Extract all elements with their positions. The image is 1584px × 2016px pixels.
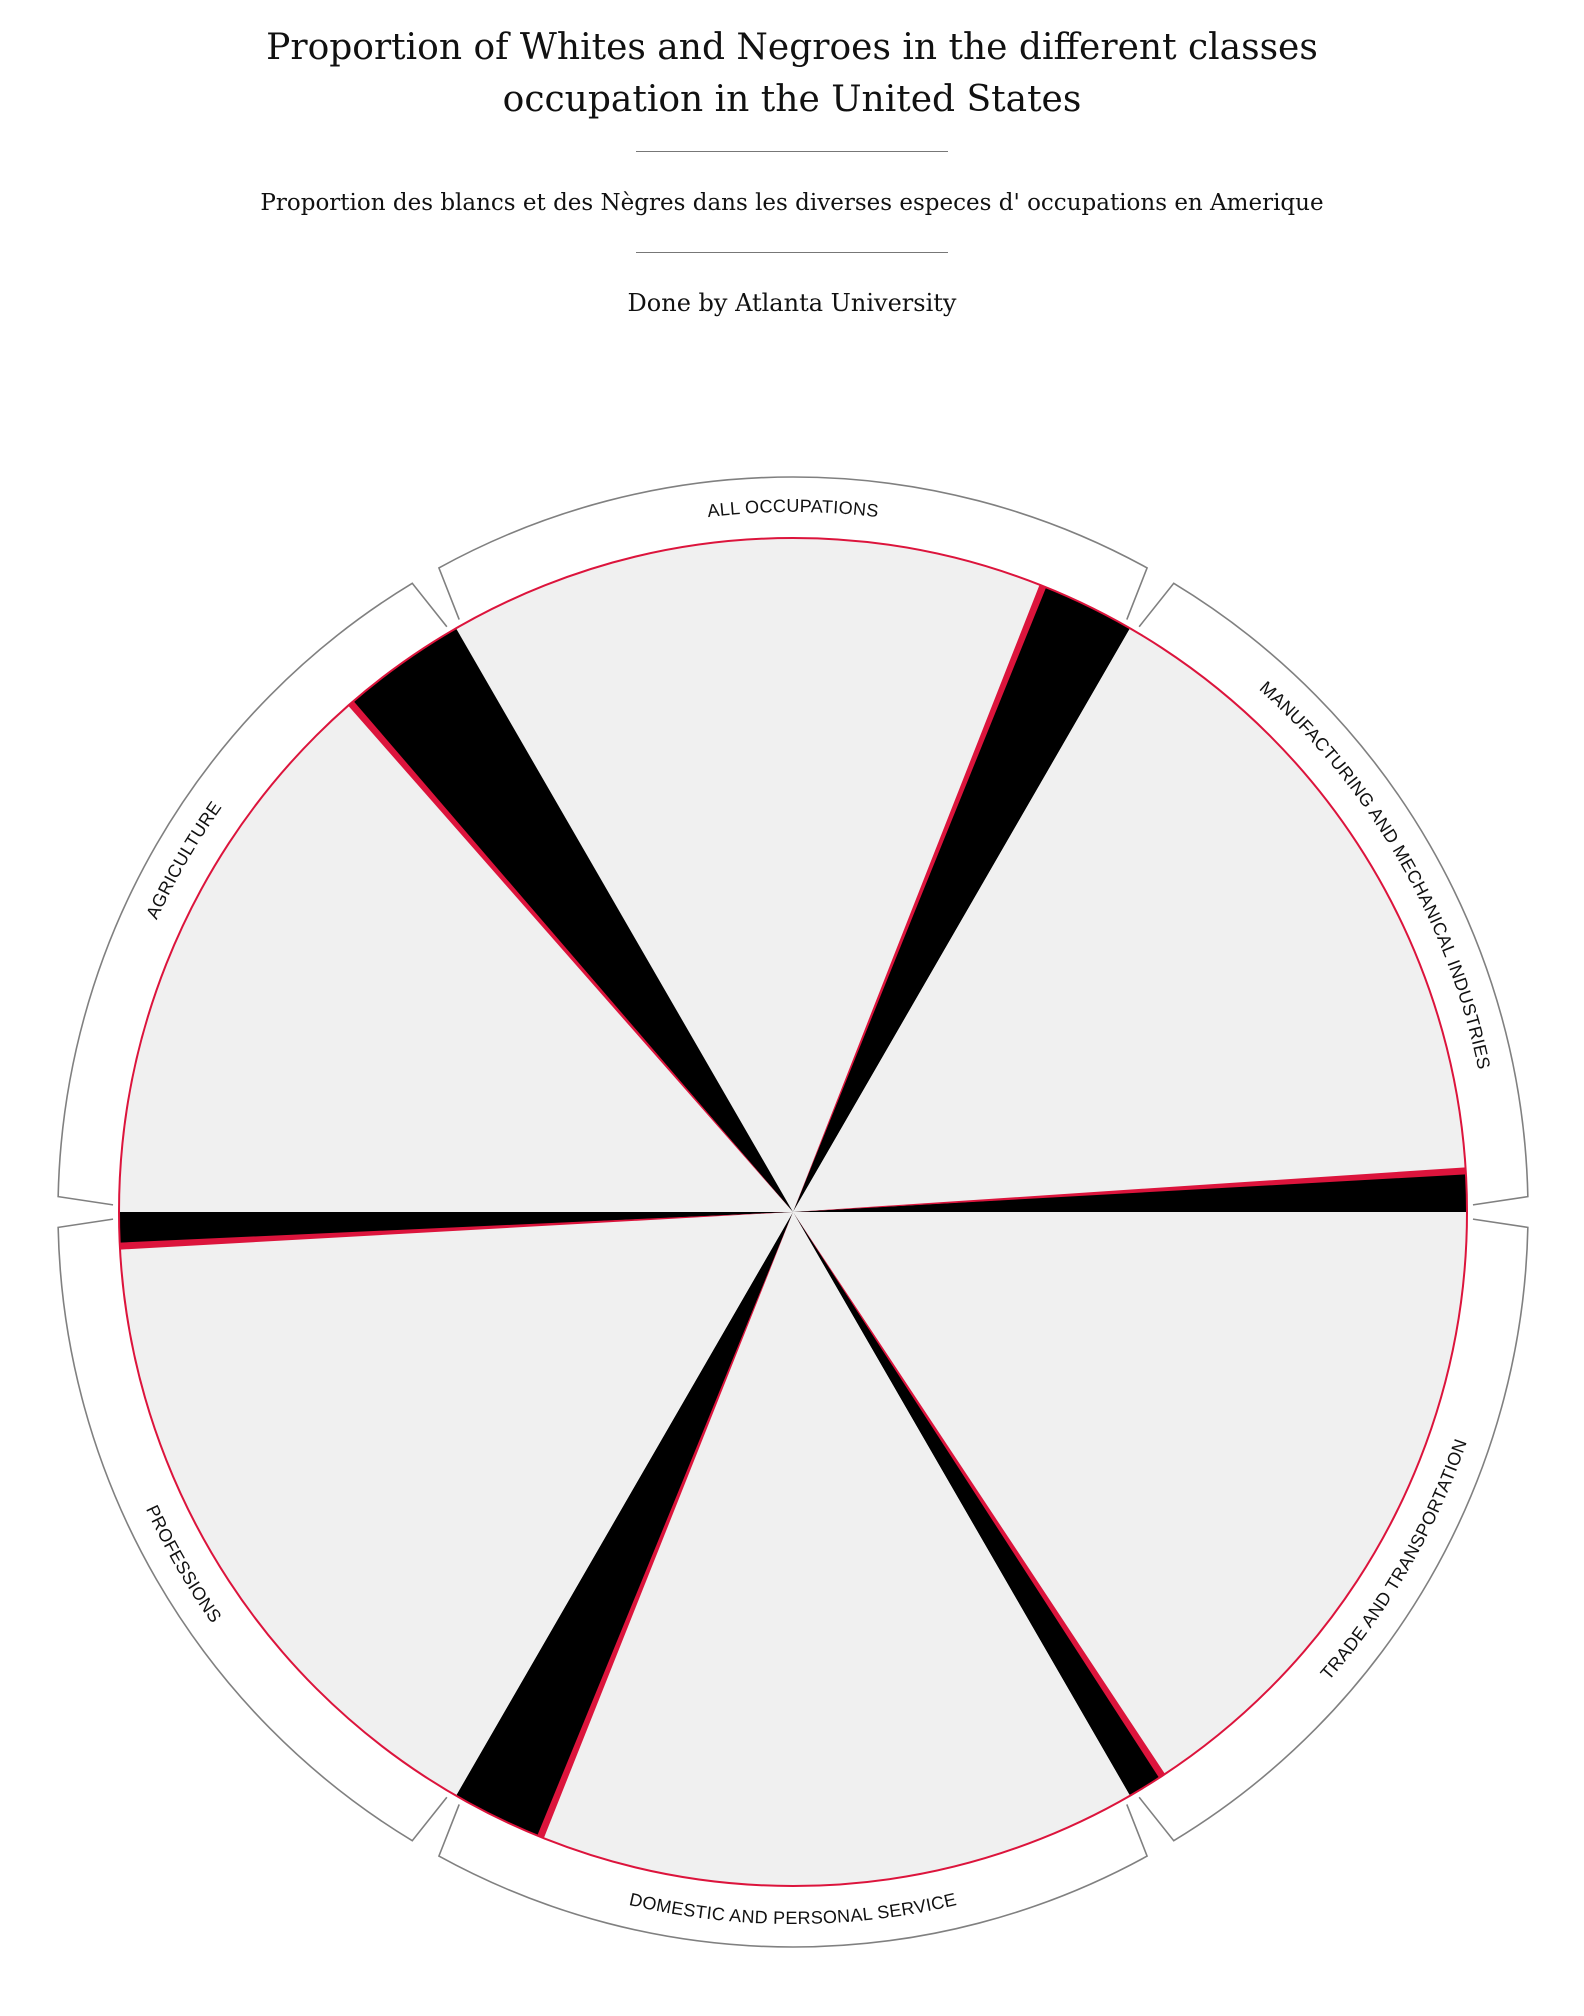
wedge-white-agriculture — [119, 701, 793, 1212]
bracket-domestic-and-personal-service — [437, 1804, 1149, 1948]
bracket-manufacturing-and-mechanical-industries — [1138, 582, 1529, 1206]
page-title: Proportion of Whites and Negroes in the … — [266, 27, 1318, 120]
wedge-white-trade-and-transportation — [793, 1212, 1467, 1778]
bracket-all-occupations — [437, 476, 1149, 620]
subtitle-divider — [636, 252, 948, 253]
wedge-accent-professions — [119, 1212, 793, 1250]
wedge-white-domestic-and-personal-service — [538, 1212, 1130, 1887]
wedge-accent-trade-and-transportation — [793, 1212, 1166, 1778]
label-domestic-and-personal-service: DOMESTIC AND PERSONAL SERVICE — [628, 1889, 959, 1928]
wedge-negro-trade-and-transportation — [793, 1212, 1161, 1796]
wedge-negro-all-occupations — [793, 586, 1130, 1212]
chart-outline — [118, 537, 1468, 1887]
chart-brackets — [57, 476, 1529, 1948]
wedge-white-professions — [119, 1212, 793, 1796]
subtitle: Proportion des blancs et des Nègres dans… — [260, 190, 1324, 216]
wedge-accent-domestic-and-personal-service — [537, 1212, 793, 1839]
label-all-occupations: ALL OCCUPATIONS — [706, 496, 880, 521]
wedge-accent-agriculture — [348, 701, 793, 1212]
wedge-white-all-occupations — [456, 537, 1046, 1212]
title-divider — [636, 151, 948, 152]
wedge-negro-domestic-and-personal-service — [456, 1212, 793, 1837]
wedge-white-manufacturing-and-mechanical-industries — [793, 628, 1466, 1212]
wedge-accent-manufacturing-and-mechanical-industries — [793, 1167, 1466, 1212]
bracket-trade-and-transportation — [1138, 1218, 1529, 1842]
bracket-professions — [57, 1218, 448, 1842]
wedge-negro-agriculture — [352, 628, 793, 1212]
wedge-accent-all-occupations — [793, 584, 1047, 1212]
credit: Done by Atlanta University — [627, 289, 957, 317]
bracket-agriculture — [57, 582, 448, 1206]
chart-wedges — [118, 537, 1468, 1887]
